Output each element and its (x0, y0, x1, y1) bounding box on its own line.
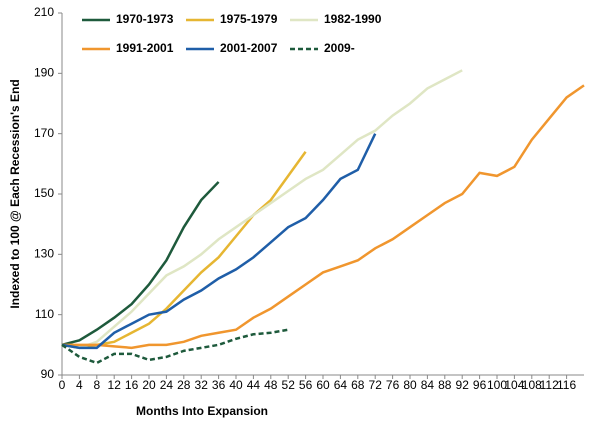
x-tick-label: 116 (557, 378, 576, 392)
legend-label: 1970-1973 (116, 12, 174, 26)
x-tick-label: 16 (125, 378, 139, 392)
y-tick-label: 90 (41, 367, 55, 381)
x-tick-label: 56 (299, 378, 313, 392)
x-tick-label: 96 (473, 378, 487, 392)
x-tick-label: 40 (229, 378, 243, 392)
x-tick-label: 28 (177, 378, 191, 392)
x-tick-label: 108 (522, 378, 542, 392)
y-tick-label: 110 (35, 307, 54, 321)
x-tick-label: 72 (369, 378, 383, 392)
series-line (61, 151, 307, 350)
series-line (61, 133, 377, 350)
y-tick-label: 210 (34, 5, 54, 19)
x-tick-label: 0 (59, 378, 66, 392)
x-tick-label: 100 (487, 378, 507, 392)
x-tick-label: 44 (247, 378, 261, 392)
x-tick-label: 92 (456, 378, 470, 392)
y-tick-label: 190 (34, 66, 54, 80)
legend-label: 1991-2001 (116, 41, 174, 55)
x-tick-label: 68 (351, 378, 365, 392)
x-tick-label: 52 (282, 378, 296, 392)
series-line (62, 84, 585, 350)
legend-label: 1982-1990 (324, 12, 382, 26)
x-tick-label: 112 (540, 378, 559, 392)
series-line (61, 328, 289, 365)
x-tick-label: 4 (76, 378, 83, 392)
series-line (61, 69, 463, 350)
y-axis-label: Indexed to 100 @ Each Recession's End (8, 79, 22, 308)
x-tick-label: 104 (504, 378, 524, 392)
series-line (61, 181, 220, 347)
x-tick-label: 32 (195, 378, 209, 392)
y-tick-label: 170 (34, 126, 54, 140)
legend-label: 2009- (324, 41, 355, 55)
legend-label: 2001-2007 (220, 41, 278, 55)
x-axis-label: Months Into Expansion (136, 404, 268, 418)
x-tick-label: 88 (438, 378, 452, 392)
x-tick-label: 24 (160, 378, 174, 392)
x-tick-label: 48 (264, 378, 278, 392)
x-tick-label: 36 (212, 378, 226, 392)
x-tick-label: 20 (142, 378, 156, 392)
y-tick-label: 130 (34, 247, 54, 261)
x-tick-label: 64 (334, 378, 348, 392)
legend-label: 1975-1979 (220, 12, 278, 26)
x-tick-label: 12 (108, 378, 122, 392)
x-tick-label: 80 (403, 378, 417, 392)
y-tick-label: 150 (34, 186, 54, 200)
x-tick-label: 84 (421, 378, 435, 392)
x-tick-label: 60 (316, 378, 330, 392)
x-tick-label: 8 (93, 378, 100, 392)
x-tick-label: 76 (386, 378, 400, 392)
